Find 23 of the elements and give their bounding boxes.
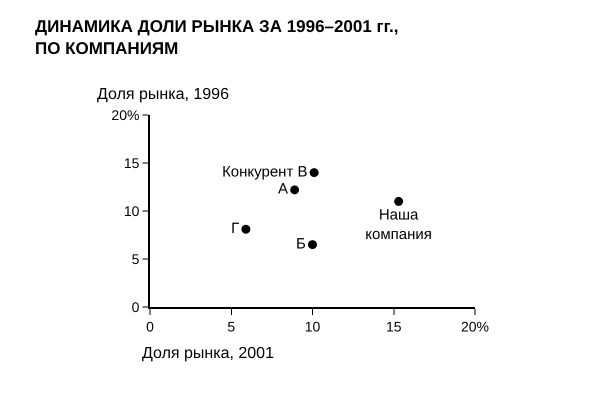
y-tick-label: 15: [124, 154, 140, 171]
x-tick-label: 15: [386, 318, 402, 335]
point: [308, 240, 317, 250]
y-tick-label: 0: [132, 298, 140, 315]
point: [241, 224, 250, 234]
x-tick-label: 0: [146, 318, 154, 335]
series-label: Г: [231, 220, 240, 237]
series-label: Наша компания: [365, 206, 432, 243]
y-tick-label: 10: [124, 202, 140, 219]
point: [290, 185, 300, 194]
x-tick-label: 10: [304, 318, 320, 335]
x-tick-label: 5: [227, 318, 236, 335]
y-tick-label: 5: [132, 250, 140, 267]
y-tick-label: 20%: [111, 106, 140, 123]
y-axis-title: Доля рынка, 1996: [97, 86, 230, 103]
x-tick-label: 20%: [460, 318, 490, 335]
series-label: Конкурент В: [222, 163, 308, 180]
point: [394, 196, 404, 206]
x-axis-title: Доля рынка, 2001: [142, 345, 274, 362]
point: [310, 168, 319, 178]
chart-title: ДИНАМИКА ДОЛИ РЫНКА ЗА 1996–2001 гг., ПО КОМПАНИЯМ: [35, 17, 398, 58]
series-label: Б: [296, 235, 306, 252]
series-label: А: [278, 180, 288, 198]
